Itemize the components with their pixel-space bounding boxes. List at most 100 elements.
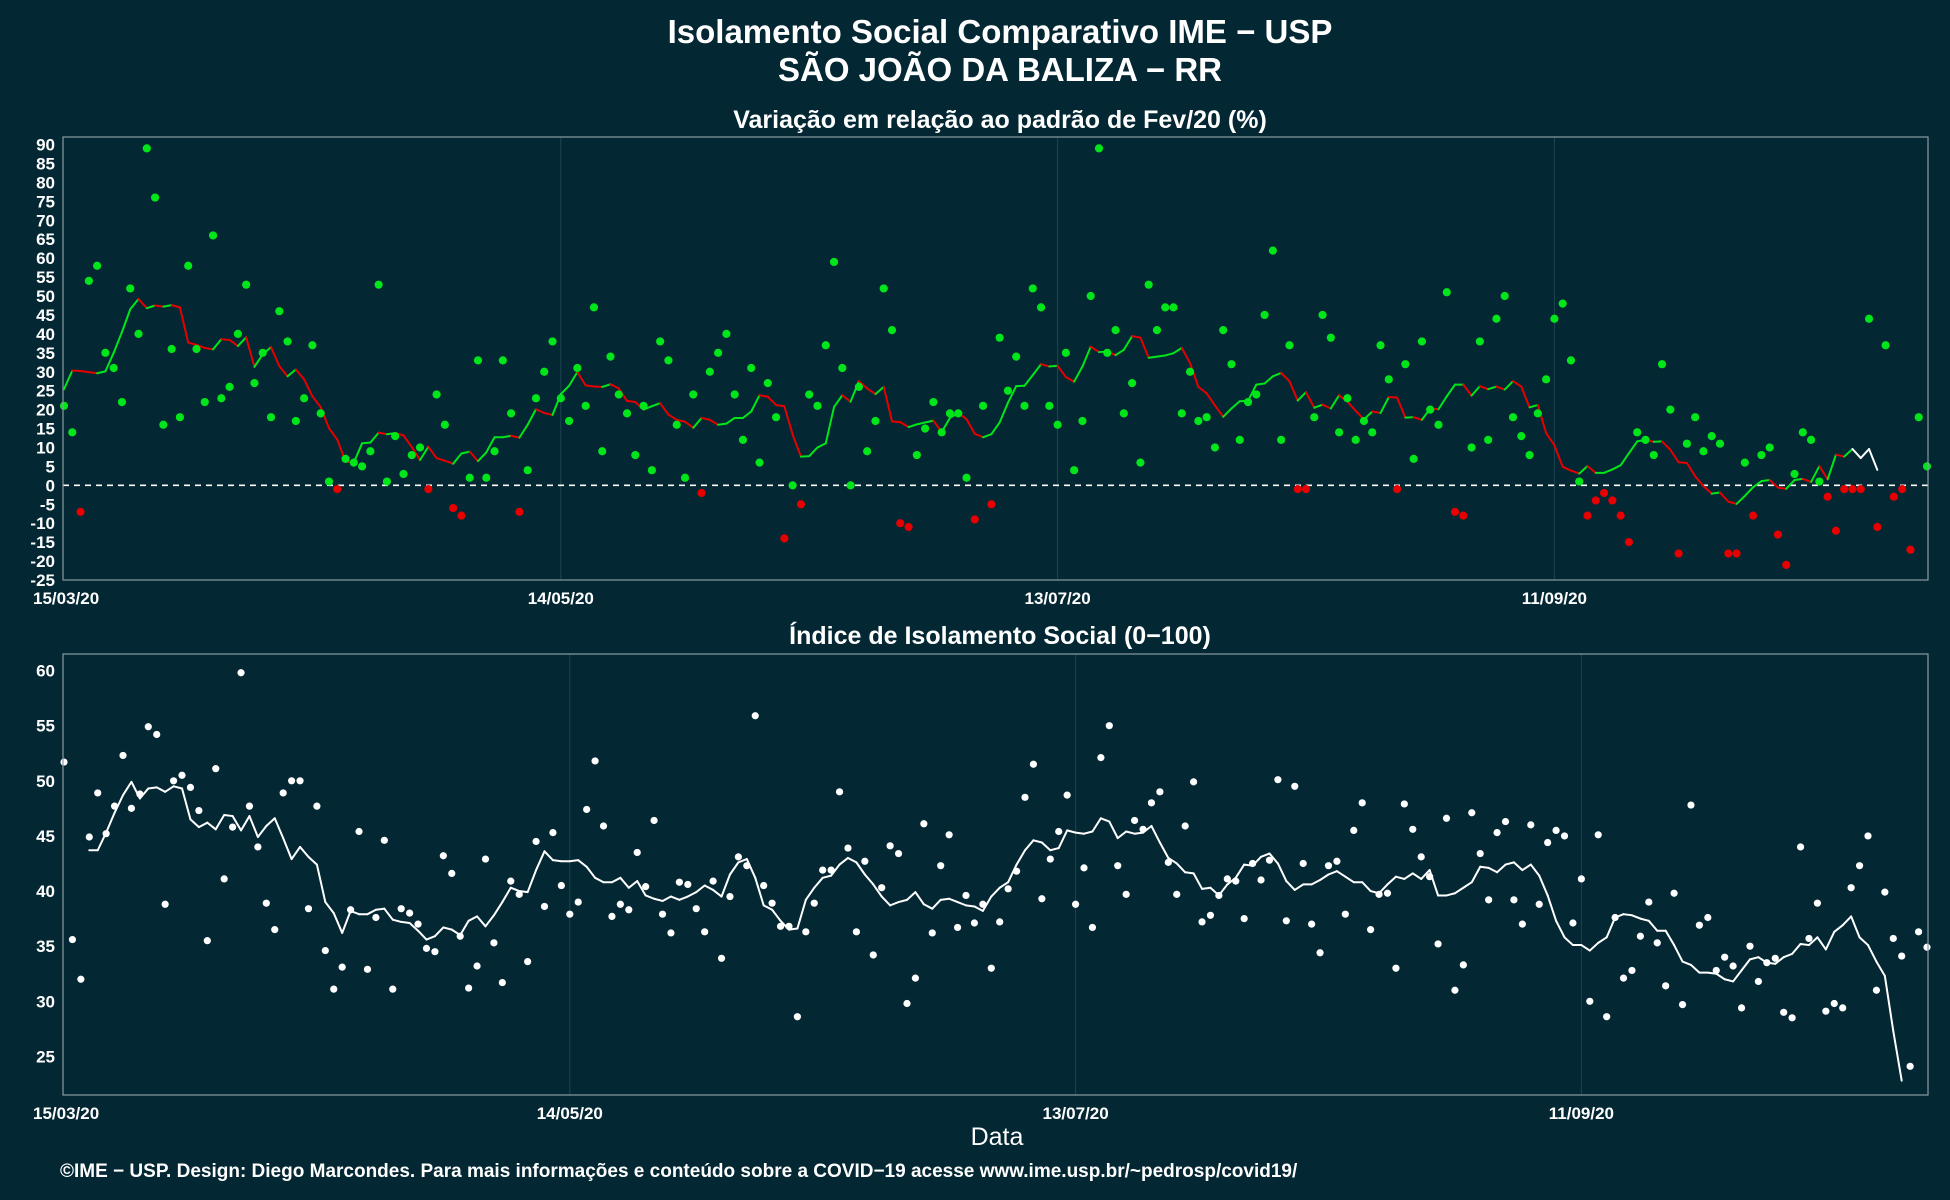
data-point [1704, 913, 1712, 922]
data-point [1569, 919, 1577, 927]
y-tick-label: 80 [36, 173, 55, 192]
moving-average-segment [1512, 861, 1524, 872]
moving-average-segment [112, 330, 123, 354]
y-tick-label: -10 [30, 514, 55, 533]
data-point [1210, 443, 1220, 452]
data-point [573, 363, 582, 373]
data-point [631, 450, 640, 460]
data-point [1724, 549, 1733, 558]
data-point [217, 394, 226, 403]
moving-average-segment [1255, 382, 1266, 386]
data-point [1715, 439, 1725, 448]
data-point [962, 473, 971, 482]
moving-average-segment [1512, 380, 1523, 388]
moving-average-segment [1024, 839, 1035, 852]
moving-average-segment [661, 895, 672, 902]
data-point [1467, 443, 1476, 452]
y-tick-label: 35 [36, 344, 55, 363]
data-point [1881, 888, 1889, 896]
x-tick-label: 13/07/20 [1042, 1104, 1108, 1123]
y-tick-label: 15 [36, 420, 55, 439]
data-point [77, 975, 85, 983]
y-tick-label: -20 [30, 552, 55, 571]
moving-average-segment [808, 446, 819, 458]
moving-average-segment [964, 904, 976, 908]
moving-average-segment [1727, 500, 1738, 505]
data-point [1552, 826, 1560, 835]
data-point [1823, 492, 1832, 501]
data-point [705, 367, 714, 376]
data-point [1194, 416, 1203, 426]
data-point [415, 443, 425, 452]
data-point [1749, 511, 1758, 520]
data-point [167, 344, 176, 354]
moving-average-segment [477, 451, 488, 463]
moving-average-segment [1192, 872, 1204, 890]
moving-average-segment [675, 418, 686, 423]
data-point [714, 348, 723, 357]
data-point [1103, 348, 1112, 357]
moving-average-segment [816, 442, 827, 449]
moving-average-segment [1396, 396, 1407, 419]
data-point [1341, 910, 1349, 918]
data-point [1299, 859, 1307, 868]
moving-average-segment [1776, 486, 1788, 490]
moving-average-segment [501, 434, 513, 439]
plot-frame [62, 653, 1929, 1096]
data-point [333, 485, 342, 494]
moving-average-segment [998, 401, 1009, 424]
data-point [1409, 825, 1417, 833]
data-point [1500, 291, 1509, 301]
data-point [1078, 416, 1087, 426]
moving-average-segment [1588, 941, 1600, 952]
data-point [68, 428, 77, 437]
data-point [987, 500, 996, 509]
moving-average-segment [750, 394, 761, 413]
moving-average-segment [1732, 969, 1743, 983]
moving-average-segment [203, 346, 215, 351]
data-point [482, 473, 491, 482]
data-point [228, 823, 237, 831]
moving-average-segment [1040, 363, 1051, 368]
data-point [658, 910, 667, 918]
data-point [871, 416, 880, 426]
moving-average-segment [391, 918, 403, 923]
data-point [887, 326, 897, 335]
moving-average-segment [922, 903, 934, 910]
data-point [896, 519, 905, 528]
data-point [987, 964, 995, 972]
data-point [407, 450, 416, 460]
data-point [863, 447, 872, 456]
data-point [622, 409, 632, 418]
data-point [1128, 379, 1137, 388]
moving-average-segment [1868, 447, 1879, 471]
data-point [1560, 832, 1569, 840]
moving-average-segment [1371, 410, 1382, 415]
moving-average-segment [535, 850, 546, 872]
data-point [591, 757, 599, 765]
moving-average-segment [278, 365, 289, 378]
moving-average-segment [775, 404, 786, 408]
data-point [374, 280, 383, 289]
moving-average-segment [1056, 364, 1067, 379]
data-point [1335, 428, 1344, 437]
moving-average-segment [824, 405, 836, 445]
moving-average-segment [1545, 432, 1556, 447]
data-point [1670, 889, 1678, 897]
data-point [1260, 310, 1269, 320]
moving-average-segment [1296, 391, 1307, 402]
moving-average-segment [1743, 486, 1755, 497]
moving-average-segment [866, 387, 877, 396]
moving-average-segment [1710, 491, 1721, 495]
y-tick-label: -15 [30, 533, 55, 552]
data-point [780, 534, 789, 543]
data-point [283, 337, 292, 346]
moving-average-segment [228, 338, 239, 348]
data-point [1611, 913, 1619, 922]
data-point [119, 751, 127, 760]
moving-average-segment [568, 371, 579, 387]
data-point [1310, 413, 1319, 422]
moving-average-segment [1850, 915, 1861, 939]
data-point [498, 978, 506, 987]
data-point [566, 910, 574, 918]
